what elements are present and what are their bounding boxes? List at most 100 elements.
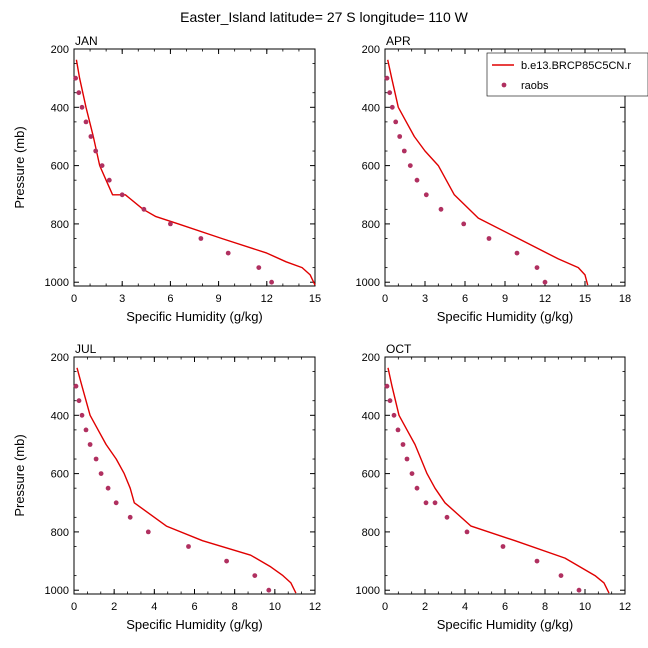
obs-point [432, 500, 438, 506]
y-axis-title: Pressure (mb) [12, 434, 27, 516]
panel-oct: OCT 0 2 4 6 8 10 12 200 400 600 800 1000 Specific Hum… [356, 342, 632, 632]
y-tick-label: 1000 [356, 585, 380, 597]
plot-frame [384, 356, 626, 595]
obs-point [266, 587, 272, 593]
legend-obs-marker [501, 82, 507, 88]
obs-point [397, 134, 403, 139]
x-tick-label: 0 [71, 601, 77, 613]
x-tick-label: 4 [151, 601, 157, 613]
obs-point [514, 250, 520, 256]
obs-point [225, 250, 231, 256]
obs-point [145, 529, 151, 535]
obs-point [83, 427, 89, 433]
obs-point [486, 236, 492, 241]
obs-point [224, 558, 230, 564]
plot-frame [73, 356, 316, 595]
obs-point [414, 485, 420, 491]
obs-point [387, 398, 393, 404]
plot-frame [73, 48, 316, 287]
x-axis-title: Specific Humidity (g/kg) [126, 617, 263, 632]
x-tick-label: 18 [619, 293, 631, 305]
y-tick-label: 800 [51, 527, 69, 539]
x-tick-label: 0 [71, 293, 77, 305]
x-tick-label: 6 [191, 601, 197, 613]
x-tick-label: 12 [261, 293, 273, 305]
obs-point [576, 587, 582, 593]
obs-point [464, 529, 470, 535]
obs-point [256, 265, 262, 270]
obs-point [404, 456, 410, 462]
obs-point [534, 558, 540, 564]
obs-point [444, 514, 450, 520]
x-tick-label: 8 [542, 601, 548, 613]
obs-point [106, 177, 112, 183]
y-tick-label: 400 [51, 102, 69, 114]
y-tick-label: 800 [362, 219, 380, 231]
x-axis-title: Specific Humidity (g/kg) [437, 309, 574, 324]
x-tick-label: 3 [119, 293, 125, 305]
panel-jan: JAN 0 3 6 9 12 15 200 400 600 800 1000 Specific Humi… [12, 34, 321, 324]
obs-point [534, 265, 540, 270]
x-tick-label: 12 [309, 601, 321, 613]
obs-point [461, 221, 467, 227]
obs-point [393, 119, 399, 125]
x-tick-label: 12 [619, 601, 631, 613]
obs-point [76, 90, 82, 96]
panel-label: JUL [75, 342, 97, 356]
y-tick-label: 400 [51, 410, 69, 422]
x-tick-label: 9 [216, 293, 222, 305]
obs-point [127, 514, 133, 520]
panel-apr: APR 0 3 6 9 12 15 18 200 400 600 800 1000 Specific Hu… [356, 34, 632, 324]
obs-point [558, 573, 564, 578]
x-tick-label: 3 [422, 293, 428, 305]
obs-point [79, 412, 85, 418]
x-tick-label: 2 [111, 601, 117, 613]
legend: b.e13.BRCP85C5CN.r raobs [486, 52, 648, 97]
x-tick-label: 6 [462, 293, 468, 305]
y-tick-label: 200 [51, 352, 69, 364]
obs-point [401, 148, 407, 154]
x-tick-label: 4 [462, 601, 468, 613]
y-axis-title: Pressure (mb) [12, 126, 27, 208]
obs-point [105, 485, 111, 491]
obs-point [93, 148, 99, 154]
y-tick-label: 800 [362, 527, 380, 539]
obs-point [384, 383, 390, 389]
x-tick-label: 10 [579, 601, 591, 613]
y-tick-label: 200 [362, 352, 380, 364]
y-tick-label: 600 [362, 161, 380, 173]
obs-point [93, 456, 99, 462]
legend-model-label: b.e13.BRCP85C5CN.r [521, 60, 631, 72]
y-tick-label: 600 [51, 469, 69, 481]
x-axis-title: Specific Humidity (g/kg) [126, 309, 263, 324]
obs-point [88, 134, 94, 139]
x-tick-label: 8 [232, 601, 238, 613]
panel-jul: JUL 0 2 4 6 8 10 12 200 400 600 800 1000 Specific Hum… [12, 342, 321, 632]
y-tick-label: 400 [362, 102, 380, 114]
obs-point [252, 573, 258, 578]
y-tick-label: 1000 [45, 277, 69, 289]
obs-point [384, 75, 390, 81]
obs-point [99, 163, 105, 169]
y-tick-label: 1000 [356, 277, 380, 289]
y-tick-label: 600 [362, 469, 380, 481]
obs-point [87, 442, 93, 447]
obs-point [168, 221, 173, 227]
obs-point [500, 544, 506, 549]
obs-point [83, 119, 89, 125]
obs-point [395, 427, 401, 433]
panel-label: APR [386, 34, 411, 48]
x-tick-label: 6 [167, 293, 173, 305]
obs-point [76, 398, 82, 404]
panel-label: OCT [386, 342, 412, 356]
x-tick-label: 15 [309, 293, 321, 305]
obs-point [391, 412, 397, 418]
x-tick-label: 0 [382, 293, 388, 305]
legend-obs-label: raobs [521, 80, 549, 92]
obs-point [389, 104, 395, 110]
obs-point [119, 192, 125, 198]
x-tick-label: 9 [502, 293, 508, 305]
y-tick-label: 800 [51, 219, 69, 231]
